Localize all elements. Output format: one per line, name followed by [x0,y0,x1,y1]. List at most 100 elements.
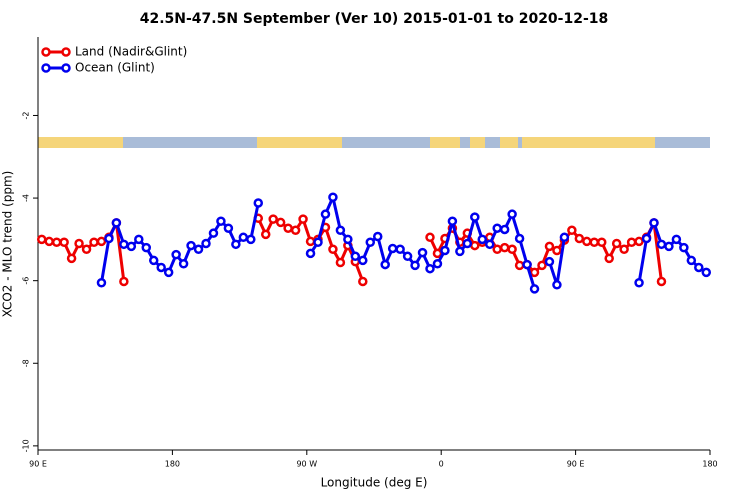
data-point [425,232,435,243]
data-point [387,243,398,254]
data-point [484,239,495,250]
data-point [544,241,555,252]
data-point [201,238,211,249]
data-point [186,240,196,251]
data-point [223,223,234,233]
data-point [365,237,376,248]
data-point [358,276,368,287]
data-point [59,237,69,248]
strip-land [430,137,460,148]
data-point [701,267,712,278]
data-point [335,257,346,268]
data-point [447,216,458,226]
data-point [432,258,443,269]
data-point [470,212,480,222]
x-tick-label: 90 E [567,460,585,469]
legend-marker [41,47,51,57]
data-point [507,244,517,255]
data-point [119,276,129,287]
data-point [305,236,316,247]
data-point [260,229,271,240]
legend-label: Ocean (Glint) [75,61,155,75]
data-point [126,241,137,252]
data-point [686,255,697,266]
data-point [649,218,659,228]
data-point [574,233,585,244]
data-point [395,244,405,255]
data-point [470,240,480,251]
data-point [671,234,682,245]
strip-land [470,137,485,148]
data-point [89,237,99,248]
x-axis-label: Longitude (deg E) [321,476,428,490]
data-point [119,239,129,250]
data-point [268,214,278,224]
data-point [492,244,502,255]
data-point [44,236,54,247]
data-point [96,236,107,247]
data-point [320,209,331,219]
data-point [134,234,144,245]
data-point [417,247,428,258]
data-point [410,260,420,271]
x-tick-label: 0 [439,460,444,469]
data-point [537,260,547,271]
data-point [432,248,443,259]
data-point [664,241,674,252]
data-point [246,234,256,245]
data-point [313,237,323,248]
data-point [305,248,316,259]
data-point [529,284,540,294]
data-point [499,224,510,235]
legend-marker [41,63,51,73]
data-point [74,238,84,249]
data-point [96,277,107,288]
data-point [425,263,435,274]
strip-land [500,137,518,148]
data-point [81,244,92,255]
data-point [372,231,383,242]
data-point [156,262,166,273]
land-ocean-strip [38,137,710,148]
data-point [208,228,219,238]
data-point [51,237,62,248]
data-point [440,245,450,256]
data-point [589,237,600,248]
data-point [148,255,159,266]
data-point [104,233,114,244]
data-point [402,251,413,262]
data-point [656,276,667,287]
data-point [66,253,77,264]
data-point [253,198,264,208]
data-point [216,216,226,226]
data-point [358,255,368,266]
strip-land [522,137,655,148]
data-point [275,217,286,228]
data-point [582,236,592,247]
data-point [290,225,301,236]
data-point [455,246,465,257]
data-point [559,232,570,243]
data-point [238,232,249,243]
data-point [499,242,510,253]
data-point [679,242,689,253]
data-point [328,192,338,202]
data-point [328,244,338,255]
data-point [163,267,174,278]
data-point [514,260,525,271]
strip-land [38,137,123,148]
data-point [141,242,152,253]
data-point [552,280,562,290]
data-point [178,258,189,269]
data-point [544,256,555,267]
legend-marker [61,47,71,57]
data-point [514,233,525,244]
data-point [596,237,607,248]
data-point [171,249,181,260]
data-point [567,225,577,236]
legend-label: Land (Nadir&Glint) [75,45,187,59]
x-tick-label: 180 [702,460,717,469]
data-point [343,234,353,245]
